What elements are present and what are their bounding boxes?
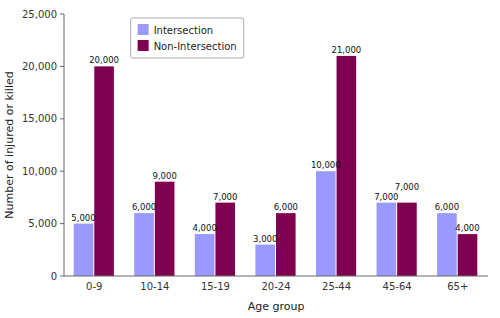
data-label: 10,000 xyxy=(311,160,341,170)
legend-box xyxy=(131,18,244,58)
bar xyxy=(94,66,114,276)
chart: 0 5,000 10,000 15,000 20,000 25,000 5,000 20,00… xyxy=(0,0,500,318)
data-label: 9,000 xyxy=(152,171,176,181)
data-label: 5,000 xyxy=(71,213,95,223)
data-label: 6,000 xyxy=(274,202,298,212)
data-label: 21,000 xyxy=(331,45,361,55)
x-tick-label: 25-44 xyxy=(322,281,351,292)
y-tick xyxy=(60,223,64,224)
data-label: 6,000 xyxy=(132,202,156,212)
bar xyxy=(134,213,154,276)
data-label: 20,000 xyxy=(89,55,119,65)
y-tick-label: 10,000 xyxy=(22,166,57,177)
legend-swatch xyxy=(138,40,149,51)
x-tick-label: 10-14 xyxy=(140,281,169,292)
y-tick xyxy=(60,276,64,277)
bar xyxy=(74,224,94,276)
x-axis-line xyxy=(64,276,488,277)
y-tick-label: 20,000 xyxy=(22,61,57,72)
y-tick xyxy=(60,118,64,119)
bar xyxy=(155,182,175,276)
bars xyxy=(74,56,478,276)
legend-label: Non-Intersection xyxy=(154,41,237,52)
x-tick-label: 0-9 xyxy=(86,281,102,292)
y-tick-label: 0 xyxy=(51,271,57,282)
bar xyxy=(316,171,336,276)
data-label: 6,000 xyxy=(435,202,459,212)
data-label: 3,000 xyxy=(253,234,277,244)
x-tick-label: 45-64 xyxy=(383,281,412,292)
x-tick-label: 65+ xyxy=(447,281,468,292)
y-tick-label: 25,000 xyxy=(22,9,57,20)
data-label: 7,000 xyxy=(374,192,398,202)
data-label: 4,000 xyxy=(192,223,216,233)
data-label: 7,000 xyxy=(213,192,237,202)
bar xyxy=(276,213,296,276)
y-tick-label: 5,000 xyxy=(28,218,57,229)
data-labels: 5,000 20,000 6,000 9,000 4,000 7,000 3,000 6,00… xyxy=(71,45,479,244)
data-label: 7,000 xyxy=(395,182,419,192)
bar xyxy=(397,203,417,276)
x-axis-label: Age group xyxy=(248,300,305,313)
y-tick-label: 15,000 xyxy=(22,113,57,124)
x-tick-label: 15-19 xyxy=(201,281,230,292)
y-axis: 0 5,000 10,000 15,000 20,000 25,000 xyxy=(22,9,64,282)
bar xyxy=(215,203,235,276)
y-tick xyxy=(60,14,64,15)
y-tick xyxy=(60,171,64,172)
legend-label: Intersection xyxy=(154,25,214,36)
bar xyxy=(255,245,275,276)
legend-swatch xyxy=(138,24,149,35)
y-axis-line xyxy=(64,14,65,276)
bar xyxy=(458,234,478,276)
x-tick-label: 20-24 xyxy=(261,281,290,292)
y-axis-label: Number of injured or killed xyxy=(3,71,16,218)
bar xyxy=(195,234,215,276)
bar xyxy=(377,203,397,276)
data-label: 4,000 xyxy=(455,223,479,233)
legend: Intersection Non-Intersection xyxy=(131,18,244,58)
y-tick xyxy=(60,66,64,67)
chart-container: 0 5,000 10,000 15,000 20,000 25,000 5,000 20,00… xyxy=(0,0,500,318)
bar xyxy=(437,213,457,276)
